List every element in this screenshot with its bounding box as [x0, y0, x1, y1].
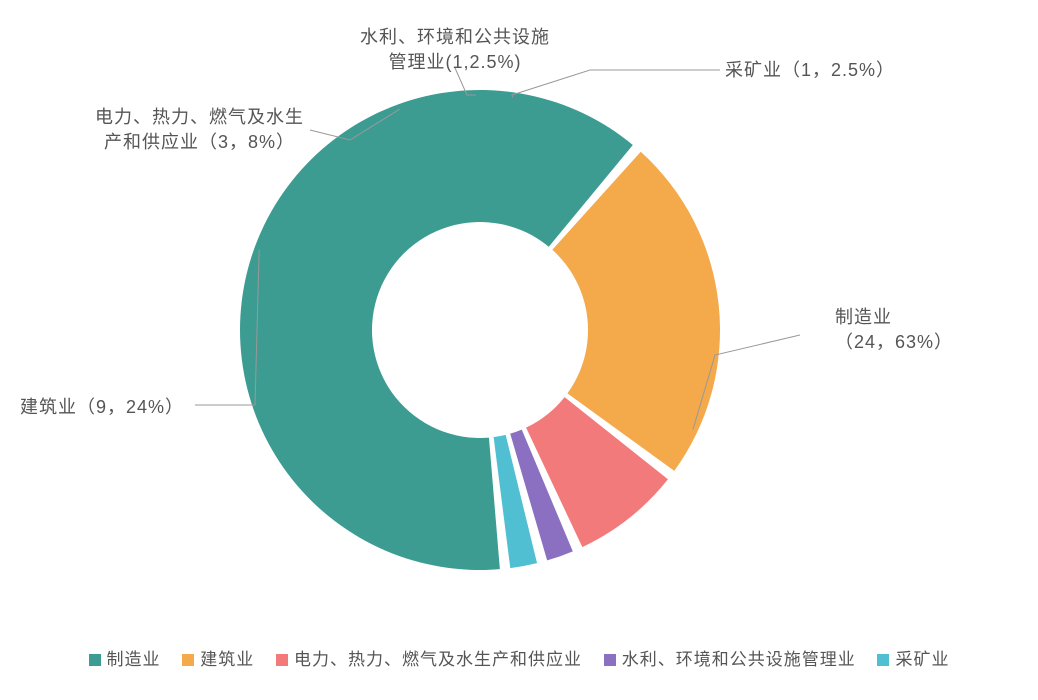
callout-manufacturing: 制造业 （24，63%）	[835, 305, 953, 355]
callout-line: 产和供应业（3，8%）	[95, 130, 304, 155]
legend-item-utilities: 电力、热力、燃气及水生产和供应业	[276, 645, 582, 670]
legend-swatch	[604, 654, 616, 666]
legend-item-manufacturing: 制造业	[89, 645, 161, 670]
legend-item-mining: 采矿业	[877, 645, 949, 670]
callout-water-env: 水利、环境和公共设施 管理业(1,2.5%)	[360, 25, 550, 75]
legend-item-construction: 建筑业	[182, 645, 254, 670]
legend: 制造业 建筑业 电力、热力、燃气及水生产和供应业 水利、环境和公共设施管理业 采…	[0, 645, 1038, 670]
callout-line: 建筑业（9，24%）	[20, 395, 184, 420]
callout-line: 管理业(1,2.5%)	[360, 50, 550, 75]
callout-line: 制造业	[835, 305, 953, 330]
callout-utilities: 电力、热力、燃气及水生 产和供应业（3，8%）	[95, 105, 304, 155]
callout-line: 采矿业（1，2.5%）	[725, 58, 895, 83]
legend-item-water-env: 水利、环境和公共设施管理业	[604, 645, 856, 670]
callout-line: 电力、热力、燃气及水生	[95, 105, 304, 130]
callout-line: 水利、环境和公共设施	[360, 25, 550, 50]
legend-swatch	[877, 654, 889, 666]
legend-label: 电力、热力、燃气及水生产和供应业	[294, 650, 582, 669]
legend-label: 采矿业	[895, 650, 949, 669]
legend-label: 水利、环境和公共设施管理业	[622, 650, 856, 669]
callout-construction: 建筑业（9，24%）	[20, 395, 184, 420]
legend-swatch	[276, 654, 288, 666]
legend-label: 制造业	[107, 650, 161, 669]
legend-swatch	[89, 654, 101, 666]
donut-chart-container: 制造业 （24，63%） 建筑业（9，24%） 电力、热力、燃气及水生 产和供应…	[0, 0, 1038, 700]
legend-swatch	[182, 654, 194, 666]
legend-label: 建筑业	[200, 650, 254, 669]
callout-mining: 采矿业（1，2.5%）	[725, 58, 895, 83]
callout-line: （24，63%）	[835, 330, 953, 355]
